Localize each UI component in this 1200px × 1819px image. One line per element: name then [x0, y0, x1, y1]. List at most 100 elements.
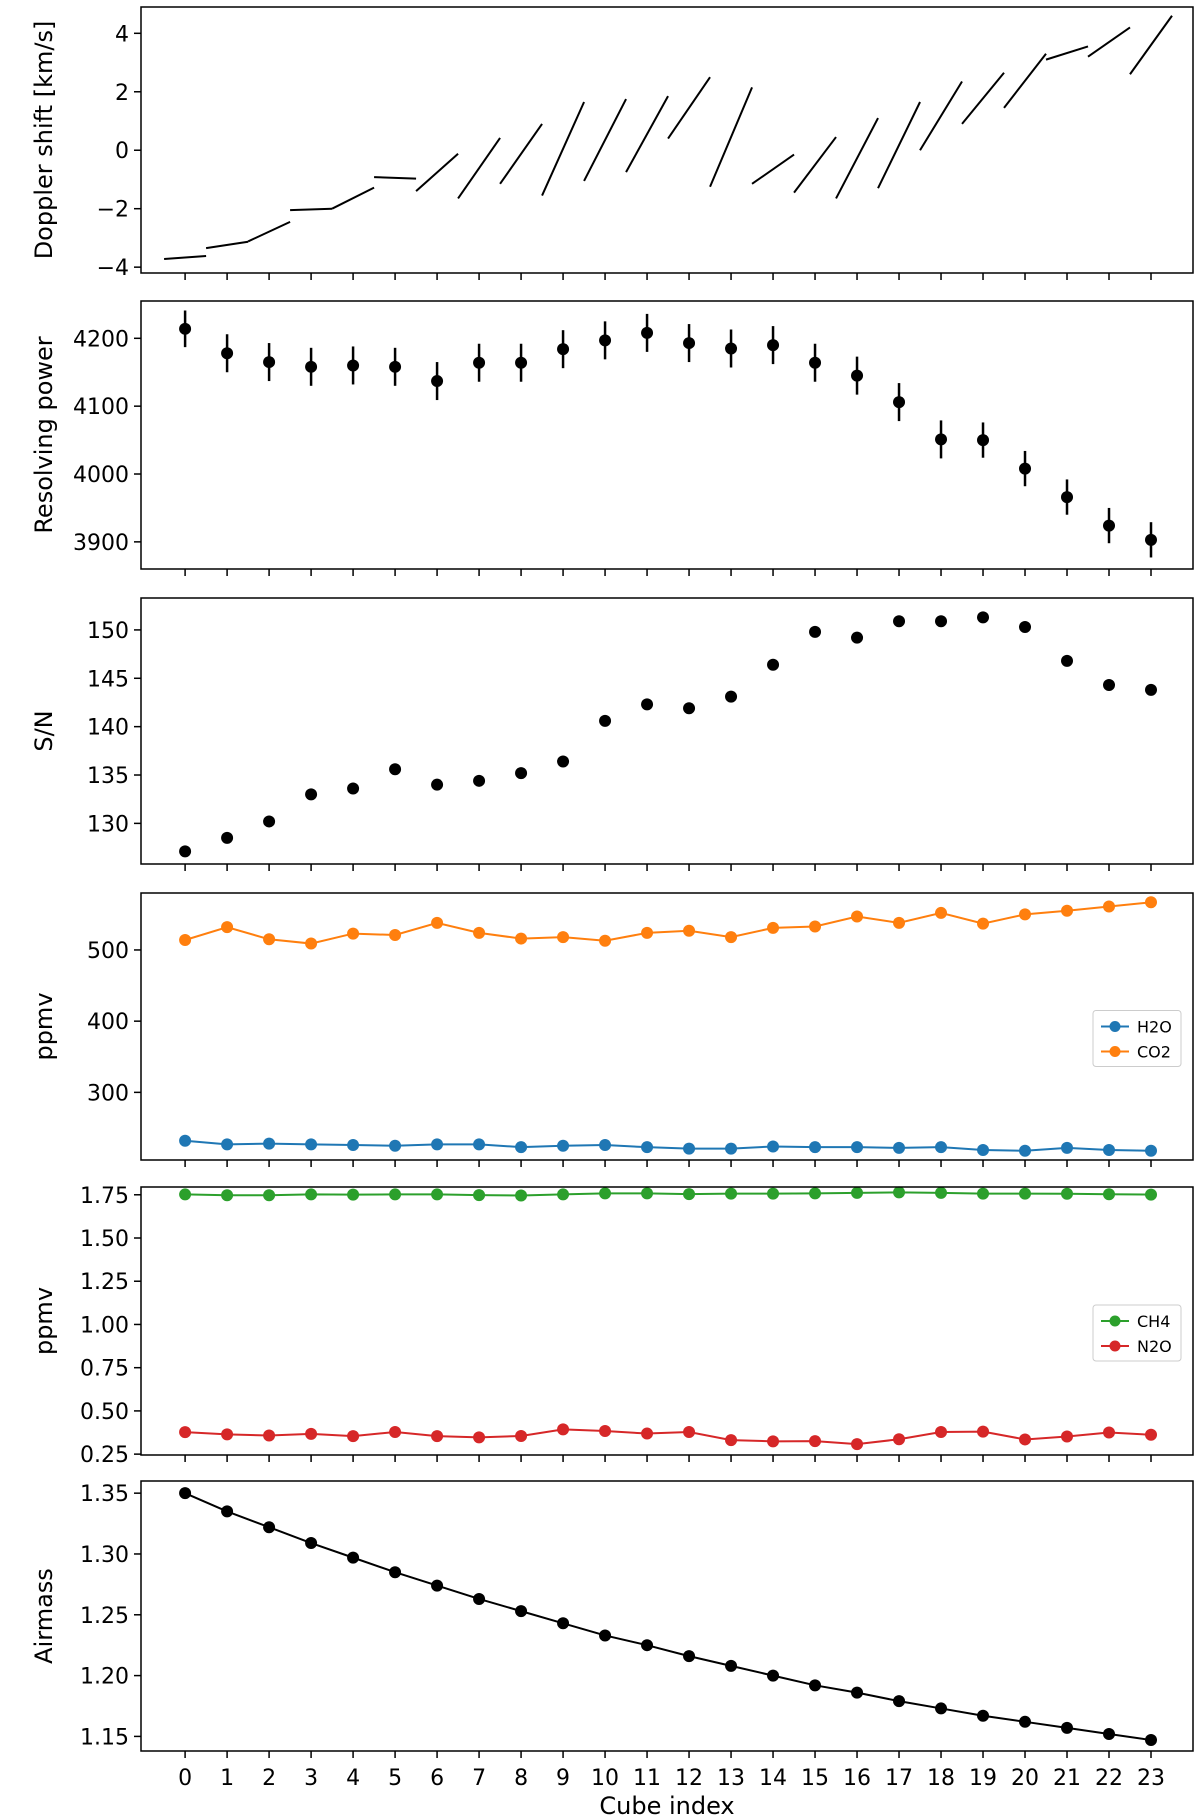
x-tick-label: 7: [472, 1766, 486, 1791]
data-point-series: [809, 1679, 822, 1692]
data-point-ch4: [893, 1186, 906, 1199]
doppler-segment: [331, 186, 375, 210]
data-point-series: [767, 1669, 780, 1682]
legend-label: N2O: [1137, 1337, 1172, 1356]
doppler-segment: [793, 136, 837, 194]
x-tick-label: 11: [633, 1766, 661, 1791]
data-point-ch4: [1061, 1187, 1074, 1200]
data-point-co2: [977, 917, 990, 930]
data-point: [305, 788, 318, 801]
x-tick-label: 1: [220, 1766, 234, 1791]
data-point-n2o: [683, 1426, 696, 1439]
doppler-segment: [709, 86, 753, 188]
y-tick-label: 4: [115, 22, 129, 47]
data-point-co2: [473, 926, 486, 939]
plot-area: [179, 310, 1158, 558]
data-point-n2o: [851, 1438, 864, 1451]
x-tick-label: 16: [843, 1766, 871, 1791]
data-point-n2o: [389, 1426, 402, 1439]
doppler-segment: [415, 152, 459, 192]
data-point: [347, 782, 360, 795]
y-tick-label: 4100: [73, 395, 129, 420]
data-point-series: [557, 1617, 570, 1630]
data-point: [557, 755, 570, 768]
panel-frame: [140, 1480, 1194, 1752]
series-line-n2o: [185, 1428, 1152, 1446]
data-point-series: [725, 1659, 738, 1672]
panel-frame: [140, 6, 1194, 274]
data-point-ch4: [347, 1188, 360, 1201]
x-tick-label: 8: [514, 1766, 528, 1791]
y-tick-label: 4200: [73, 327, 129, 352]
data-point-series: [641, 1639, 654, 1652]
y-tick-label: 1.75: [80, 1184, 129, 1209]
data-point-series: [683, 1650, 696, 1663]
panel-frame: [140, 892, 1194, 1161]
doppler-segment: [583, 98, 627, 182]
data-point-series: [347, 1551, 360, 1564]
data-point-ch4: [683, 1188, 696, 1201]
data-point-h2o: [1061, 1141, 1074, 1154]
data-point-n2o: [221, 1428, 234, 1441]
data-point: [977, 434, 990, 447]
data-point-co2: [305, 937, 318, 950]
doppler-segment: [499, 123, 543, 185]
data-point-n2o: [515, 1429, 528, 1442]
data-point-h2o: [347, 1139, 360, 1152]
doppler-segment: [877, 101, 921, 189]
data-point-co2: [1145, 896, 1158, 909]
data-point: [515, 356, 528, 369]
data-point-n2o: [599, 1424, 612, 1437]
legend-marker: [1109, 1021, 1121, 1032]
x-tick-label: 19: [969, 1766, 997, 1791]
data-point: [389, 763, 402, 776]
data-point-series: [179, 1487, 192, 1500]
data-point-co2: [179, 933, 192, 946]
y-tick-label: 0.25: [80, 1443, 129, 1468]
data-point: [515, 767, 528, 780]
panel-frame: [140, 300, 1194, 570]
panel-frame: [140, 1186, 1194, 1456]
data-point-co2: [809, 920, 822, 933]
data-point-ch4: [977, 1187, 990, 1200]
data-point-co2: [431, 916, 444, 929]
data-point: [809, 356, 822, 369]
data-point-n2o: [557, 1423, 570, 1436]
data-point-series: [599, 1629, 612, 1642]
doppler-segment: [1003, 53, 1047, 109]
y-tick-label: 300: [87, 1081, 129, 1106]
data-point-co2: [725, 931, 738, 944]
data-point-n2o: [1019, 1433, 1032, 1446]
y-tick-label: 135: [87, 764, 129, 789]
y-tick-label: −4: [97, 256, 129, 281]
data-point-series: [893, 1695, 906, 1708]
data-point-co2: [851, 910, 864, 923]
data-point-ch4: [851, 1186, 864, 1199]
data-point-h2o: [431, 1138, 444, 1151]
data-point: [263, 356, 276, 369]
data-point-n2o: [809, 1435, 822, 1448]
data-point-h2o: [641, 1141, 654, 1154]
data-point: [221, 347, 234, 360]
data-point: [431, 375, 444, 388]
panel-1: −4 −2 0 2 4 Doppler shift [km/s]: [30, 6, 1194, 281]
doppler-segment: [247, 220, 291, 243]
y-tick-label: 145: [87, 667, 129, 692]
data-point-series: [473, 1592, 486, 1605]
data-point-n2o: [977, 1425, 990, 1438]
data-point: [935, 615, 948, 628]
data-point: [893, 615, 906, 628]
y-tick-label: 1.35: [80, 1482, 129, 1507]
data-point-ch4: [725, 1187, 738, 1200]
data-point-series: [1103, 1727, 1116, 1740]
y-tick-label: 1.30: [80, 1543, 129, 1568]
data-point-h2o: [1019, 1144, 1032, 1157]
data-point-ch4: [305, 1188, 318, 1201]
doppler-segment: [1129, 15, 1173, 75]
y-tick-label: 1.15: [80, 1725, 129, 1750]
data-point-ch4: [221, 1189, 234, 1202]
data-point: [473, 774, 486, 787]
data-point: [641, 698, 654, 711]
